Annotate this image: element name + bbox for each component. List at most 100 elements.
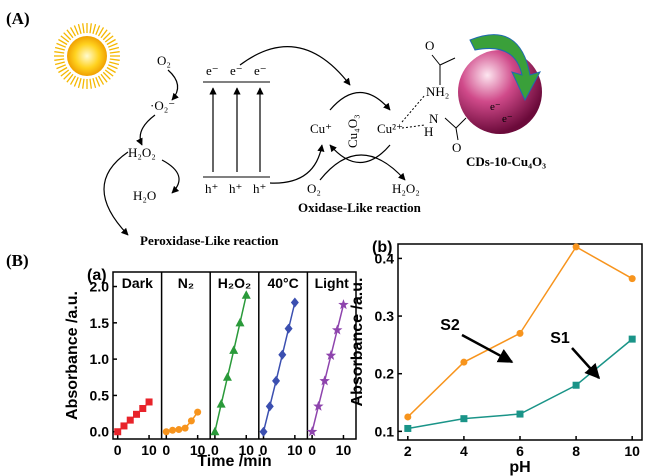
electron: e⁻	[206, 63, 219, 78]
y-tick-label: 0.2	[375, 366, 395, 382]
label: Oxidase-Like reaction	[298, 200, 422, 215]
plot-frame	[113, 272, 356, 439]
sun-ray	[83, 23, 84, 33]
x-tick-label: 0	[260, 442, 268, 458]
arrow	[168, 70, 178, 100]
marker	[260, 427, 268, 437]
marker	[266, 401, 274, 411]
marker	[188, 417, 195, 424]
bond	[402, 125, 425, 128]
series-line	[264, 302, 295, 431]
marker	[169, 427, 176, 434]
arrow	[270, 145, 322, 183]
y-axis-label: Absorbance /a.u.	[64, 291, 81, 420]
sun-core	[67, 36, 107, 76]
x-tick-label: 10	[238, 442, 254, 458]
charts: 0.00.51.01.52.0Absorbance /a.u.(a)Time /…	[64, 239, 642, 476]
panel-label: (B)	[6, 251, 29, 270]
facet-title: Light	[315, 275, 350, 291]
marker	[307, 426, 317, 436]
arrow	[330, 93, 390, 111]
sun-ray	[90, 79, 91, 89]
label: Peroxidase-Like reaction	[140, 233, 279, 248]
species: O₂	[157, 53, 171, 68]
marker	[182, 425, 189, 432]
arrow	[320, 155, 405, 180]
electron: e⁻	[502, 113, 513, 125]
sun-ray	[57, 65, 66, 69]
facet-title: N₂	[178, 275, 194, 291]
x-tick-label: 0	[211, 442, 219, 458]
series-label-arrow	[572, 348, 599, 378]
sun-ray	[108, 65, 117, 69]
y-tick-label: 0.5	[90, 387, 110, 403]
sun-ray	[96, 26, 100, 35]
x-tick-label: 10	[624, 443, 640, 459]
sun-ray	[78, 78, 81, 88]
sun-ray	[109, 47, 119, 50]
species: H₂O₂	[128, 145, 156, 160]
marker	[127, 417, 134, 424]
panel-label: (a)	[87, 267, 107, 284]
panel-label: (b)	[372, 239, 392, 256]
sun-ray	[55, 62, 65, 65]
y-tick-label: 0.3	[375, 308, 395, 324]
diagram: (A) O₂ ·O₂⁻ H₂O₂ H₂O e⁻ e⁻ e⁻ h⁺ h⁺ h⁺ C…	[6, 9, 546, 270]
series-line	[312, 305, 343, 432]
species: Cu²⁺	[377, 121, 403, 136]
arrow	[140, 115, 155, 145]
electron: e⁻	[254, 63, 267, 78]
bond	[402, 95, 425, 122]
series-label: S1	[550, 330, 570, 347]
arrow	[104, 152, 128, 235]
marker	[163, 428, 170, 435]
hole: h⁺	[253, 181, 266, 196]
x-tick-label: 4	[460, 443, 468, 459]
species: ·O₂⁻	[150, 98, 175, 113]
marker	[242, 290, 251, 299]
panel-label: (A)	[6, 9, 30, 28]
label: CDs-10-Cu₄O₃	[466, 154, 546, 169]
species: H₂O	[133, 188, 156, 203]
marker	[517, 411, 524, 418]
sun-ray	[93, 78, 96, 88]
marker	[210, 427, 219, 436]
electron: e⁻	[490, 101, 501, 113]
marker	[573, 382, 580, 389]
marker	[223, 372, 232, 381]
x-tick-label: 0	[162, 442, 170, 458]
atom: H	[424, 124, 433, 139]
facet-title: Dark	[122, 275, 153, 291]
marker	[229, 345, 238, 354]
sun-ray	[55, 47, 65, 50]
marker	[629, 336, 636, 343]
marker	[573, 243, 580, 250]
y-tick-label: 0.0	[90, 424, 110, 440]
sun-ray	[108, 43, 117, 47]
marker	[217, 399, 226, 408]
figure: (A) O₂ ·O₂⁻ H₂O₂ H₂O e⁻ e⁻ e⁻ h⁺ h⁺ h⁺ C…	[0, 0, 650, 476]
sun-ray	[74, 26, 78, 35]
species: Cu⁺	[310, 121, 332, 136]
series-label: S2	[440, 317, 460, 334]
sun-ray	[78, 24, 81, 34]
x-tick-label: 10	[336, 442, 352, 458]
marker	[235, 318, 244, 327]
marker	[404, 425, 411, 432]
species: O₂	[307, 181, 321, 196]
sun-ray	[93, 24, 96, 34]
marker	[139, 405, 146, 412]
series-label-arrow	[462, 335, 512, 362]
marker	[517, 330, 524, 337]
marker	[460, 415, 467, 422]
marker	[460, 359, 467, 366]
species: H₂O₂	[392, 181, 420, 196]
marker	[114, 428, 121, 435]
atom: O	[425, 38, 434, 53]
sun-ray	[109, 62, 119, 65]
x-tick-label: 10	[287, 442, 303, 458]
sun-ray	[57, 43, 66, 47]
sun-ray	[54, 59, 64, 60]
facet-title: 40°C	[267, 275, 298, 291]
x-tick-label: 10	[141, 442, 157, 458]
